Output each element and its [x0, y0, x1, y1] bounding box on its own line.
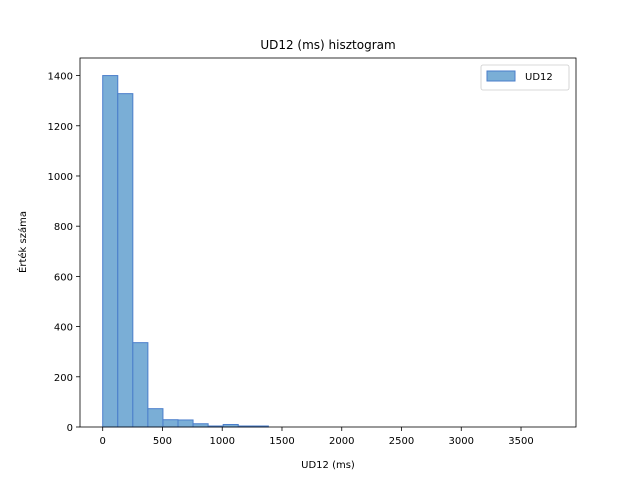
- x-tick-label: 3000: [449, 436, 474, 447]
- histogram-bar: [117, 93, 134, 428]
- histogram-bar: [177, 419, 194, 428]
- histogram-bar: [102, 75, 119, 428]
- histogram-bar: [192, 423, 209, 428]
- y-tick-label: 800: [54, 222, 73, 233]
- chart-title: UD12 (ms) hisztogram: [260, 38, 395, 52]
- x-tick-label: 1500: [269, 436, 294, 447]
- plot-frame: [79, 57, 577, 428]
- x-axis-title: UD12 (ms): [301, 460, 355, 471]
- y-tick-label: 200: [54, 373, 73, 384]
- x-tick-label: 3500: [508, 436, 533, 447]
- x-tick-label: 0: [100, 436, 106, 447]
- y-axis-title: Érték száma: [16, 211, 29, 273]
- legend-label: UD12: [525, 72, 553, 83]
- histogram-bar: [147, 408, 164, 428]
- x-tick-label: 2500: [389, 436, 414, 447]
- legend: UD12: [480, 64, 570, 91]
- x-tick-label: 500: [153, 436, 172, 447]
- x-tick-label: 1000: [209, 436, 234, 447]
- legend-swatch: [486, 70, 516, 82]
- y-tick-label: 1000: [48, 172, 73, 183]
- histogram-bar: [162, 419, 179, 428]
- y-tick-label: 0: [67, 423, 73, 434]
- bars-group: [102, 75, 269, 428]
- y-tick-label: 600: [54, 272, 73, 283]
- y-axis-ticks: 0 200 400 600 800 1000 1200 1400: [48, 72, 80, 434]
- y-tick-label: 1400: [48, 72, 73, 83]
- x-axis-ticks: 0 500 1000 1500 2000 2500 3000 3500: [100, 427, 534, 447]
- x-tick-label: 2000: [329, 436, 354, 447]
- histogram-bar: [132, 342, 149, 428]
- y-tick-label: 400: [54, 323, 73, 334]
- y-tick-label: 1200: [48, 122, 73, 133]
